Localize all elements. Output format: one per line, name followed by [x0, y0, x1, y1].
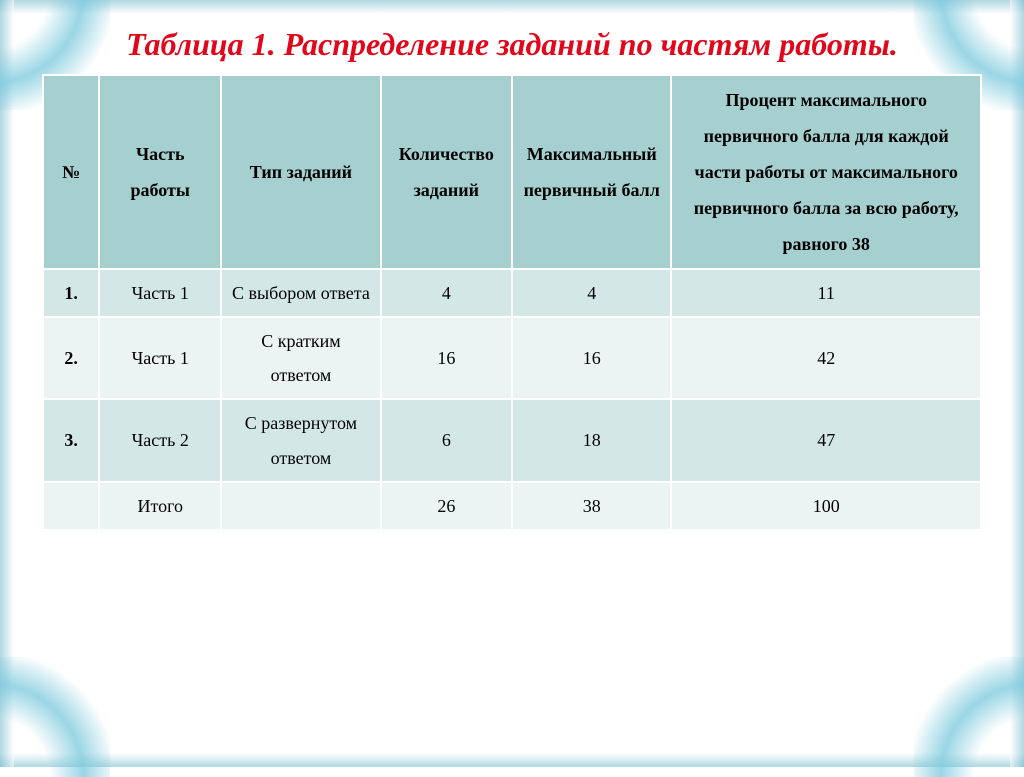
slide-title: Таблица 1. Распределение заданий по част… — [42, 26, 982, 64]
table-cell: Часть 1 — [99, 269, 221, 317]
table-row: 3.Часть 2С развернутом ответом61847 — [43, 399, 981, 481]
table-cell: 4 — [381, 269, 512, 317]
table-cell: Итого — [99, 482, 221, 530]
table-head: №Часть работыТип заданийКоличество задан… — [43, 75, 981, 269]
table-row: 1.Часть 1С выбором ответа4411 — [43, 269, 981, 317]
table-cell — [221, 482, 380, 530]
table-header-cell: Процент максимального первичного балла д… — [671, 75, 981, 269]
table-cell: 18 — [512, 399, 671, 481]
table-cell: 16 — [512, 317, 671, 399]
table-cell — [43, 482, 99, 530]
table-cell: 42 — [671, 317, 981, 399]
table-row: Итого 2638100 — [43, 482, 981, 530]
table-cell: С кратким ответом — [221, 317, 380, 399]
table-cell: 2. — [43, 317, 99, 399]
table-header-cell: Тип заданий — [221, 75, 380, 269]
table-header-cell: № — [43, 75, 99, 269]
table-cell: С выбором ответа — [221, 269, 380, 317]
table-header-row: №Часть работыТип заданийКоличество задан… — [43, 75, 981, 269]
table-cell: Часть 1 — [99, 317, 221, 399]
table-header-cell: Количество заданий — [381, 75, 512, 269]
table-cell: 4 — [512, 269, 671, 317]
table-cell: 11 — [671, 269, 981, 317]
slide: Таблица 1. Распределение заданий по част… — [0, 0, 1024, 767]
distribution-table: №Часть работыТип заданийКоличество задан… — [42, 74, 982, 531]
table-header-cell: Максимальный первичный балл — [512, 75, 671, 269]
table-cell: 3. — [43, 399, 99, 481]
table-cell: С развернутом ответом — [221, 399, 380, 481]
table-cell: 38 — [512, 482, 671, 530]
table-header-cell: Часть работы — [99, 75, 221, 269]
table-cell: Часть 2 — [99, 399, 221, 481]
table-cell: 26 — [381, 482, 512, 530]
table-cell: 1. — [43, 269, 99, 317]
table-cell: 6 — [381, 399, 512, 481]
table-row: 2.Часть 1С кратким ответом161642 — [43, 317, 981, 399]
table-cell: 16 — [381, 317, 512, 399]
table-cell: 47 — [671, 399, 981, 481]
table-cell: 100 — [671, 482, 981, 530]
table-body: 1.Часть 1С выбором ответа44112.Часть 1С … — [43, 269, 981, 530]
